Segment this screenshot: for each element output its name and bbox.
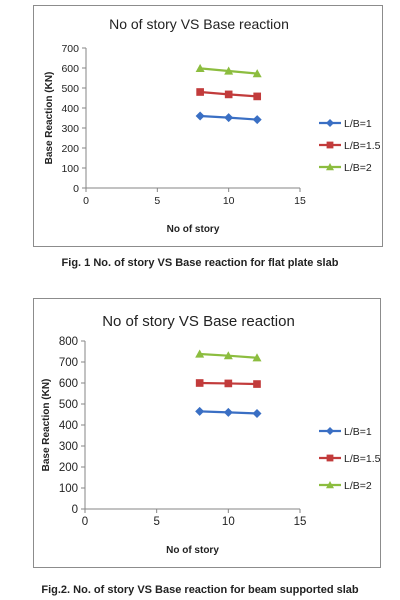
chart-1-frame: No of story VS Base reaction 0 100 200 300 40… <box>33 5 383 247</box>
data-point <box>252 353 262 362</box>
y-tick-label: 400 <box>61 103 79 115</box>
legend-marker <box>326 427 334 435</box>
y-tick-label: 300 <box>61 123 79 135</box>
y-tick-label: 700 <box>59 357 78 369</box>
legend-marker <box>326 454 334 462</box>
x-tick-label: 15 <box>294 195 306 207</box>
legend-label: L/B=2 <box>344 480 372 492</box>
data-point <box>253 92 262 101</box>
y-tick-label: 200 <box>61 143 79 155</box>
data-point <box>252 115 262 125</box>
data-point <box>195 406 205 416</box>
chart-title: No of story VS Base reaction <box>109 16 289 32</box>
y-tick-label: 700 <box>61 43 79 55</box>
legend-label: L/B=1.5 <box>344 140 381 152</box>
chart-title: No of story VS Base reaction <box>102 313 295 330</box>
legend-marker <box>326 163 334 171</box>
x-tick-label: 0 <box>82 516 88 528</box>
data-point <box>223 351 233 360</box>
x-tick-label: 0 <box>83 195 89 207</box>
data-point <box>253 380 261 388</box>
figure-2-caption: Fig.2. No. of story VS Base reaction for… <box>41 584 359 596</box>
y-tick-label: 0 <box>72 504 78 516</box>
y-tick-label: 300 <box>59 441 78 453</box>
data-point <box>196 88 204 96</box>
legend-label: L/B=2 <box>344 162 372 174</box>
figure-1: No of story VS Base reaction 0 100 200 300 40… <box>0 0 400 290</box>
data-point <box>224 379 233 388</box>
data-point <box>195 379 204 387</box>
y-tick-label: 600 <box>59 378 78 390</box>
y-tick-label: 600 <box>61 63 79 75</box>
figure-2: No of story VS Base reaction 0 100 200 300 40… <box>0 290 400 600</box>
x-tick-label: 15 <box>294 516 307 528</box>
x-tick-label: 5 <box>153 516 159 528</box>
legend-marker <box>326 119 334 127</box>
data-point <box>224 113 234 123</box>
data-point <box>252 69 262 78</box>
data-point <box>195 63 205 72</box>
y-axis-label: Base Reaction (KN) <box>44 72 55 165</box>
chart-1: No of story VS Base reaction010020030040… <box>44 16 381 235</box>
y-tick-label: 0 <box>73 183 79 195</box>
legend-label: L/B=1 <box>344 426 372 438</box>
legend-marker <box>326 481 334 489</box>
chart-2-frame: No of story VS Base reaction 0 100 200 300 40… <box>33 298 381 568</box>
y-tick-label: 400 <box>59 420 78 432</box>
y-tick-label: 800 <box>59 336 78 348</box>
x-tick-label: 10 <box>222 516 235 528</box>
data-point <box>195 111 205 121</box>
y-tick-label: 100 <box>61 163 79 175</box>
legend-marker <box>326 141 334 149</box>
data-point <box>224 66 234 75</box>
y-tick-label: 500 <box>59 399 78 411</box>
x-axis-label: No of story <box>167 224 220 235</box>
x-axis-label: No of story <box>166 545 219 556</box>
figure-1-caption: Fig. 1 No. of story VS Base reaction for… <box>61 257 339 269</box>
data-point <box>252 408 262 418</box>
data-point <box>224 90 233 99</box>
x-tick-label: 10 <box>223 195 235 207</box>
y-tick-label: 500 <box>61 83 79 95</box>
chart-2: No of story VS Base reaction010020030040… <box>41 313 381 556</box>
y-axis-label: Base Reaction (KN) <box>41 379 52 472</box>
legend-label: L/B=1 <box>344 118 372 130</box>
data-point <box>195 349 205 358</box>
y-tick-label: 200 <box>59 462 78 474</box>
legend-label: L/B=1.5 <box>344 453 381 465</box>
y-tick-label: 100 <box>59 483 78 495</box>
x-tick-label: 5 <box>154 195 160 207</box>
data-point <box>223 407 233 417</box>
